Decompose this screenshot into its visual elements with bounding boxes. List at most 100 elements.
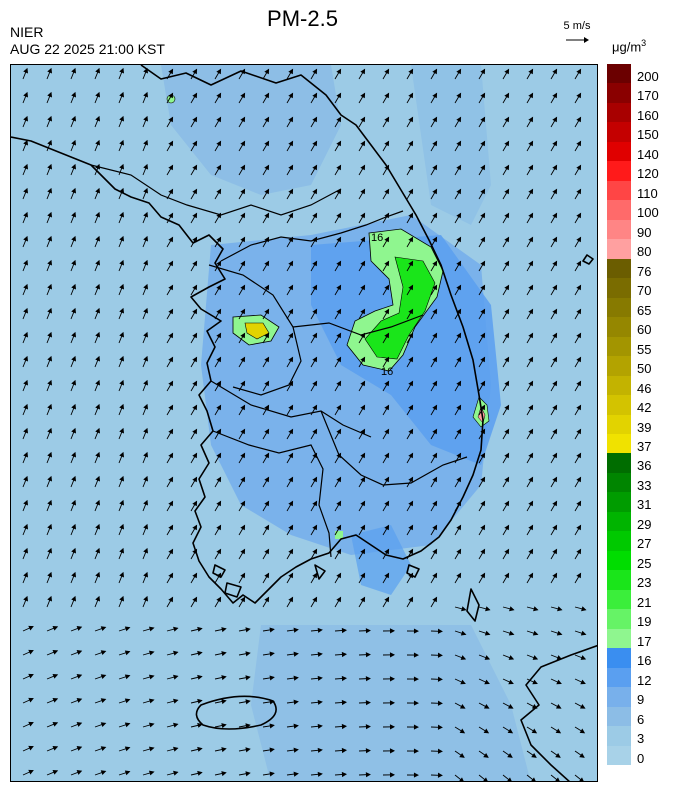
wind-vector-head (508, 630, 515, 636)
wind-vector-head (124, 650, 131, 656)
wind-vector-head (456, 164, 462, 171)
wind-vector-head (240, 548, 246, 555)
wind-vector-head (240, 308, 246, 315)
wind-vector-head (336, 308, 342, 315)
legend-swatch (607, 531, 631, 552)
wind-vector-head (143, 499, 149, 506)
wind-vector-head (456, 260, 462, 267)
wind-vector-head (504, 116, 510, 123)
wind-vector-head (557, 606, 563, 612)
legend-swatch (607, 219, 631, 240)
wind-vector-head (408, 164, 414, 171)
wind-vector-head (336, 212, 342, 219)
wind-vector-head (507, 752, 513, 758)
legend-swatch (607, 433, 631, 454)
wind-vector-head (504, 212, 510, 219)
wind-vector-head (408, 260, 414, 267)
wind-vector-head (484, 679, 490, 685)
wind-vector-head (173, 722, 179, 728)
wind-vector-head (47, 283, 53, 290)
wind-vector-head (221, 771, 227, 777)
color-legend (607, 64, 631, 766)
wind-vector-head (71, 67, 77, 74)
wind-vector-head (221, 747, 227, 753)
wind-vector-head (293, 771, 299, 777)
wind-vector-head (384, 548, 390, 555)
wind-vector-head (408, 188, 414, 195)
wind-vector-head (336, 284, 342, 291)
wind-vector-head (28, 649, 34, 655)
wind-vector-head (288, 284, 294, 291)
wind-vector-head (389, 676, 395, 682)
wind-vector-head (192, 116, 198, 123)
wind-vector-head (341, 699, 347, 706)
wind-vector-head (47, 187, 53, 194)
wind-vector-head (341, 747, 347, 754)
wind-vector-head (528, 476, 534, 483)
wind-vector-head (360, 308, 366, 315)
legend-swatch (607, 550, 631, 571)
wind-vector-head (173, 626, 179, 632)
wind-vector-head (173, 698, 179, 704)
wind-vector-head (552, 356, 558, 363)
wind-vector-head (293, 747, 299, 753)
legend-tick-label: 12 (637, 672, 652, 688)
wind-vector-head (504, 524, 510, 531)
wind-vector-head (360, 524, 366, 531)
wind-vector-head (389, 772, 395, 778)
wind-vector-head (264, 164, 270, 171)
wind-vector-head (119, 211, 125, 218)
legend-tick-label: 27 (637, 536, 652, 552)
wind-vector-head (483, 777, 488, 781)
wind-vector-head (432, 236, 438, 243)
wind-vector-head (95, 67, 101, 74)
wind-vector-head (456, 476, 462, 483)
wind-vector-head (528, 500, 534, 507)
wind-vector-head (508, 655, 515, 660)
wind-vector-head (504, 140, 510, 147)
wind-vector-head (95, 139, 101, 146)
wind-vector-head (173, 746, 179, 752)
wind-vector-head (47, 139, 53, 146)
wind-vector-head (312, 236, 318, 243)
wind-vector-head (360, 68, 366, 75)
wind-vector-head (532, 655, 539, 660)
wind-vector-head (365, 772, 371, 778)
wind-vector-head (312, 428, 318, 435)
wind-vector-head (532, 630, 539, 636)
wind-vector-head (579, 777, 584, 781)
wind-vector-head (288, 68, 294, 75)
wind-vector-head (504, 500, 510, 507)
wind-vector-head (197, 722, 203, 728)
wind-vector-head (216, 68, 222, 75)
wind-vector-head (483, 752, 489, 758)
wind-vector-head (264, 212, 270, 219)
wind-vector-head (360, 476, 366, 483)
wind-vector-head (216, 500, 222, 507)
wind-vector-head (71, 475, 77, 482)
wind-vector-head (384, 284, 390, 291)
wind-vector-head (437, 772, 443, 778)
wind-vector-head (288, 92, 294, 99)
wind-vector-head (119, 259, 125, 266)
wind-vector-head (269, 771, 275, 777)
wind-vector-head (173, 650, 179, 656)
wind-vector-head (197, 746, 203, 752)
wind-vector-head (192, 524, 198, 531)
wind-vector-head (528, 260, 534, 267)
wind-vector-head (269, 627, 275, 633)
wind-vector-head (312, 92, 318, 99)
contour-label: 16 (371, 232, 383, 244)
concentration-unit: μg/m3 (612, 38, 646, 54)
wind-vector-head (216, 380, 222, 387)
wind-vector-head (168, 164, 174, 171)
wind-vector-head (23, 187, 29, 194)
wind-vector-head (192, 308, 198, 315)
wind-vector-head (264, 476, 270, 483)
wind-vector-head (240, 452, 246, 459)
wind-vector-head (264, 428, 270, 435)
legend-tick-label: 60 (637, 322, 652, 338)
wind-vector-head (100, 770, 107, 776)
wind-vector-head (432, 476, 438, 483)
wind-vector-head (245, 723, 251, 729)
